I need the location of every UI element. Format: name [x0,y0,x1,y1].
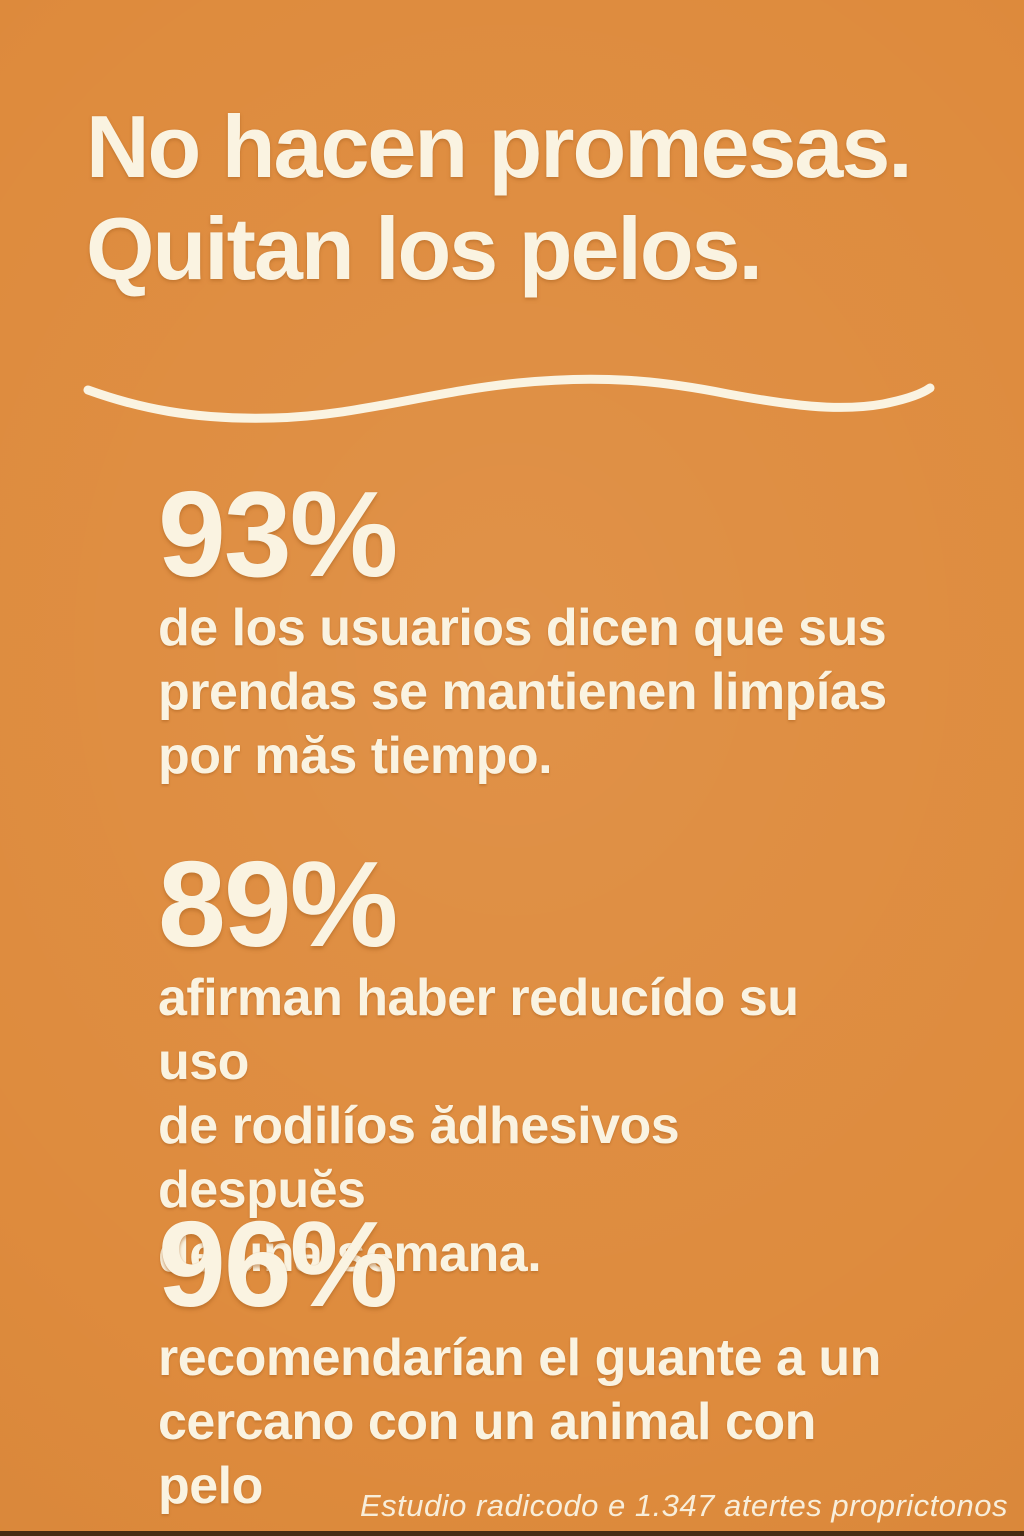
page-title: No hacen promesas. Quitan los pelos. [86,96,913,300]
stat-description-3: recomendarían el guante a un cercano con… [158,1329,881,1515]
stat-value-1: 93% [158,466,398,602]
footer-source-note: Estudio radicodo e 1.347 atertes propric… [359,1488,1008,1523]
stat-description-1: de los usuarios dicen que sus prendas se… [158,599,887,785]
stat-block-1: 93% de los usuarios dicen que sus prenda… [158,466,898,788]
wave-divider-icon [83,374,935,423]
bottom-edge-bar [0,1531,1024,1536]
stat-description-2: afirman haber reducído su uso de rodilío… [158,969,799,1283]
wave-divider [78,368,940,428]
stat-value-2: 89% [158,836,398,972]
page-title-line-2: Quitan los pelos. [86,199,763,298]
stat-value-3: 96% [158,1196,398,1332]
stat-block-3: 96% recomendarían el guante a un cercano… [158,1196,898,1518]
stat-block-2: 89% afirman haber reducído su uso de rod… [158,836,898,1286]
page-title-line-1: No hacen promesas. [86,97,913,196]
